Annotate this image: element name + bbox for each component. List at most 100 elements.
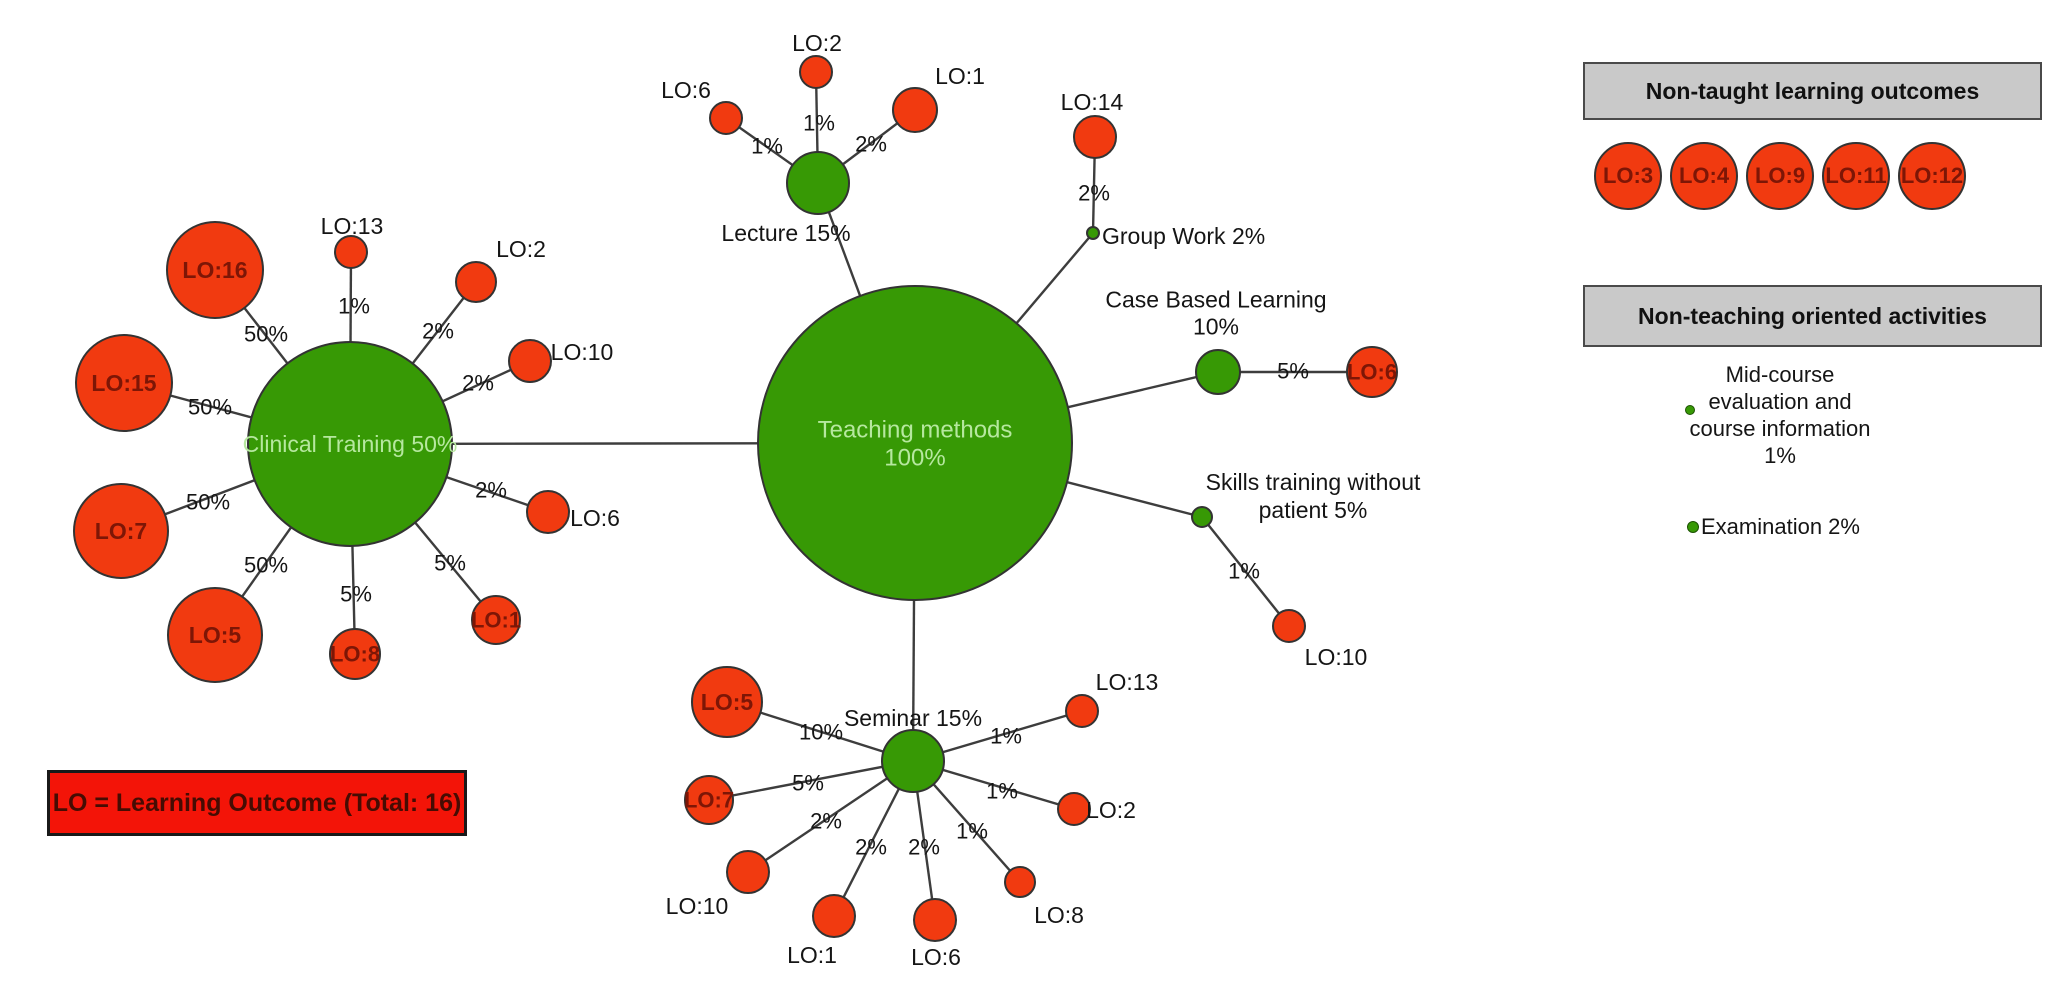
examination-label: Examination 2% (1701, 514, 1860, 539)
mid-course-line-1: Mid-course (1725, 362, 1835, 387)
node-se1-label: LO:1 (787, 942, 837, 968)
node-c16-circle (166, 221, 264, 319)
edge-label-seminar-se1: 2% (855, 835, 887, 860)
node-se13-label: LO:13 (1096, 669, 1159, 695)
node-g14-label: LO:14 (1061, 89, 1124, 115)
lo-chip-12: LO:12 (1898, 142, 1966, 210)
edge-label-seminar-se13: 1% (990, 724, 1022, 749)
edge-label-clinical-c13: 1% (338, 294, 370, 319)
node-se1-circle (812, 894, 856, 938)
node-cb6-label: LO:6 (1347, 360, 1397, 385)
edge-seminar-se7 (708, 759, 914, 802)
node-g14-circle (1073, 115, 1117, 159)
edge-label-clinical-c6: 2% (475, 478, 507, 503)
edge-label-clinical-c15: 50% (188, 395, 232, 420)
node-se2-label: LO:2 (1086, 797, 1136, 823)
lo-chip-4: LO:4 (1670, 142, 1738, 210)
node-c7-circle (73, 483, 169, 579)
node-lecture-label: Lecture 15% (721, 220, 850, 246)
mid-course-line-3: course information (1689, 416, 1871, 441)
edge-label-clinical-c10: 2% (462, 371, 494, 396)
node-lecture-circle (786, 151, 850, 215)
edge-skills-s10 (1201, 516, 1290, 627)
node-se8-circle (1004, 866, 1036, 898)
node-se5-circle (691, 666, 763, 738)
non-taught-header: Non-taught learning outcomes (1583, 62, 2042, 120)
edge-label-cbl-cb6: 5% (1277, 359, 1309, 384)
edge-label-groupwork-g14: 2% (1078, 181, 1110, 206)
node-se13-circle (1065, 694, 1099, 728)
edge-label-seminar-se7: 5% (792, 771, 824, 796)
node-se10-label: LO:10 (666, 893, 729, 919)
node-c2-label: LO:2 (496, 236, 546, 262)
node-skills-label: Skills training without patient 5% (1206, 469, 1421, 523)
node-seminar-label: Seminar 15% (844, 705, 982, 731)
lo-chip-3: LO:3 (1594, 142, 1662, 210)
edge-label-clinical-c1: 5% (434, 551, 466, 576)
node-se2-circle (1057, 792, 1091, 826)
lo-chip-9: LO:9 (1746, 142, 1814, 210)
node-c6-label: LO:6 (570, 505, 620, 531)
node-s10-circle (1272, 609, 1306, 643)
node-l1-circle (892, 87, 938, 133)
node-se6-label: LO:6 (911, 944, 961, 970)
node-teaching-label: Teaching methods 100% (818, 416, 1013, 471)
edge-seminar-se10 (747, 760, 914, 873)
mid-course-line-2: evaluation and (1708, 389, 1852, 414)
edge-label-clinical-c5: 50% (244, 553, 288, 578)
node-groupwork-circle (1086, 226, 1100, 240)
node-c15-circle (75, 334, 173, 432)
examination-dot-icon (1687, 521, 1699, 533)
edge-label-clinical-c8: 5% (340, 582, 372, 607)
mid-course-line-4: 1% (1764, 443, 1796, 468)
node-c13-label: LO:13 (321, 213, 384, 239)
node-c7-label: LO:7 (95, 518, 147, 544)
legend-box: LO = Learning Outcome (Total: 16) (47, 770, 467, 836)
node-clinical-circle (247, 341, 453, 547)
edge-label-clinical-c16: 50% (244, 322, 288, 347)
edge-label-clinical-c2: 2% (422, 319, 454, 344)
node-c2-circle (455, 261, 497, 303)
node-cbl-circle (1195, 349, 1241, 395)
node-c16-label: LO:16 (182, 257, 247, 283)
node-l6-label: LO:6 (661, 77, 711, 103)
edge-label-seminar-se5: 10% (799, 720, 843, 745)
node-clinical-label: Clinical Training 50% (243, 431, 458, 457)
node-c5-circle (167, 587, 263, 683)
edge-label-seminar-se2: 1% (986, 779, 1018, 804)
examination-activity: Examination 2% (1687, 514, 1860, 540)
mid-course-activity: Mid-course evaluation and course informa… (1655, 361, 1905, 469)
node-se5-label: LO:5 (701, 689, 754, 715)
edge-label-lecture-l6: 1% (751, 134, 783, 159)
node-l1-label: LO:1 (935, 63, 985, 89)
node-c15-label: LO:15 (91, 370, 156, 396)
node-cb6-circle (1346, 346, 1398, 398)
node-l2-circle (799, 55, 833, 89)
mid-course-dot-icon (1685, 405, 1695, 415)
node-s10-label: LO:10 (1305, 644, 1368, 670)
edge-label-skills-s10: 1% (1228, 559, 1260, 584)
node-c1-circle (471, 595, 521, 645)
edge-label-clinical-c7: 50% (186, 490, 230, 515)
edge-label-lecture-l1: 2% (855, 132, 887, 157)
node-se7-circle (684, 775, 734, 825)
node-se10-circle (726, 850, 770, 894)
node-c10-label: LO:10 (551, 339, 614, 365)
lo-chip-11: LO:11 (1822, 142, 1890, 210)
node-se8-label: LO:8 (1034, 902, 1084, 928)
node-se6-circle (913, 898, 957, 942)
edge-label-seminar-se10: 2% (810, 809, 842, 834)
node-seminar-circle (881, 729, 945, 793)
node-l6-circle (709, 101, 743, 135)
non-teaching-header: Non-teaching oriented activities (1583, 285, 2042, 347)
node-c8-circle (329, 628, 381, 680)
node-cbl-label: Case Based Learning 10% (1105, 287, 1326, 340)
node-teaching-circle (757, 285, 1073, 601)
node-c6-circle (526, 490, 570, 534)
non-taught-outcomes-row: LO:3 LO:4 LO:9 LO:11 LO:12 (1594, 142, 1966, 210)
node-c8-label: LO:8 (330, 642, 380, 667)
edge-label-lecture-l2: 1% (803, 111, 835, 136)
node-groupwork-label: Group Work 2% (1102, 223, 1265, 249)
